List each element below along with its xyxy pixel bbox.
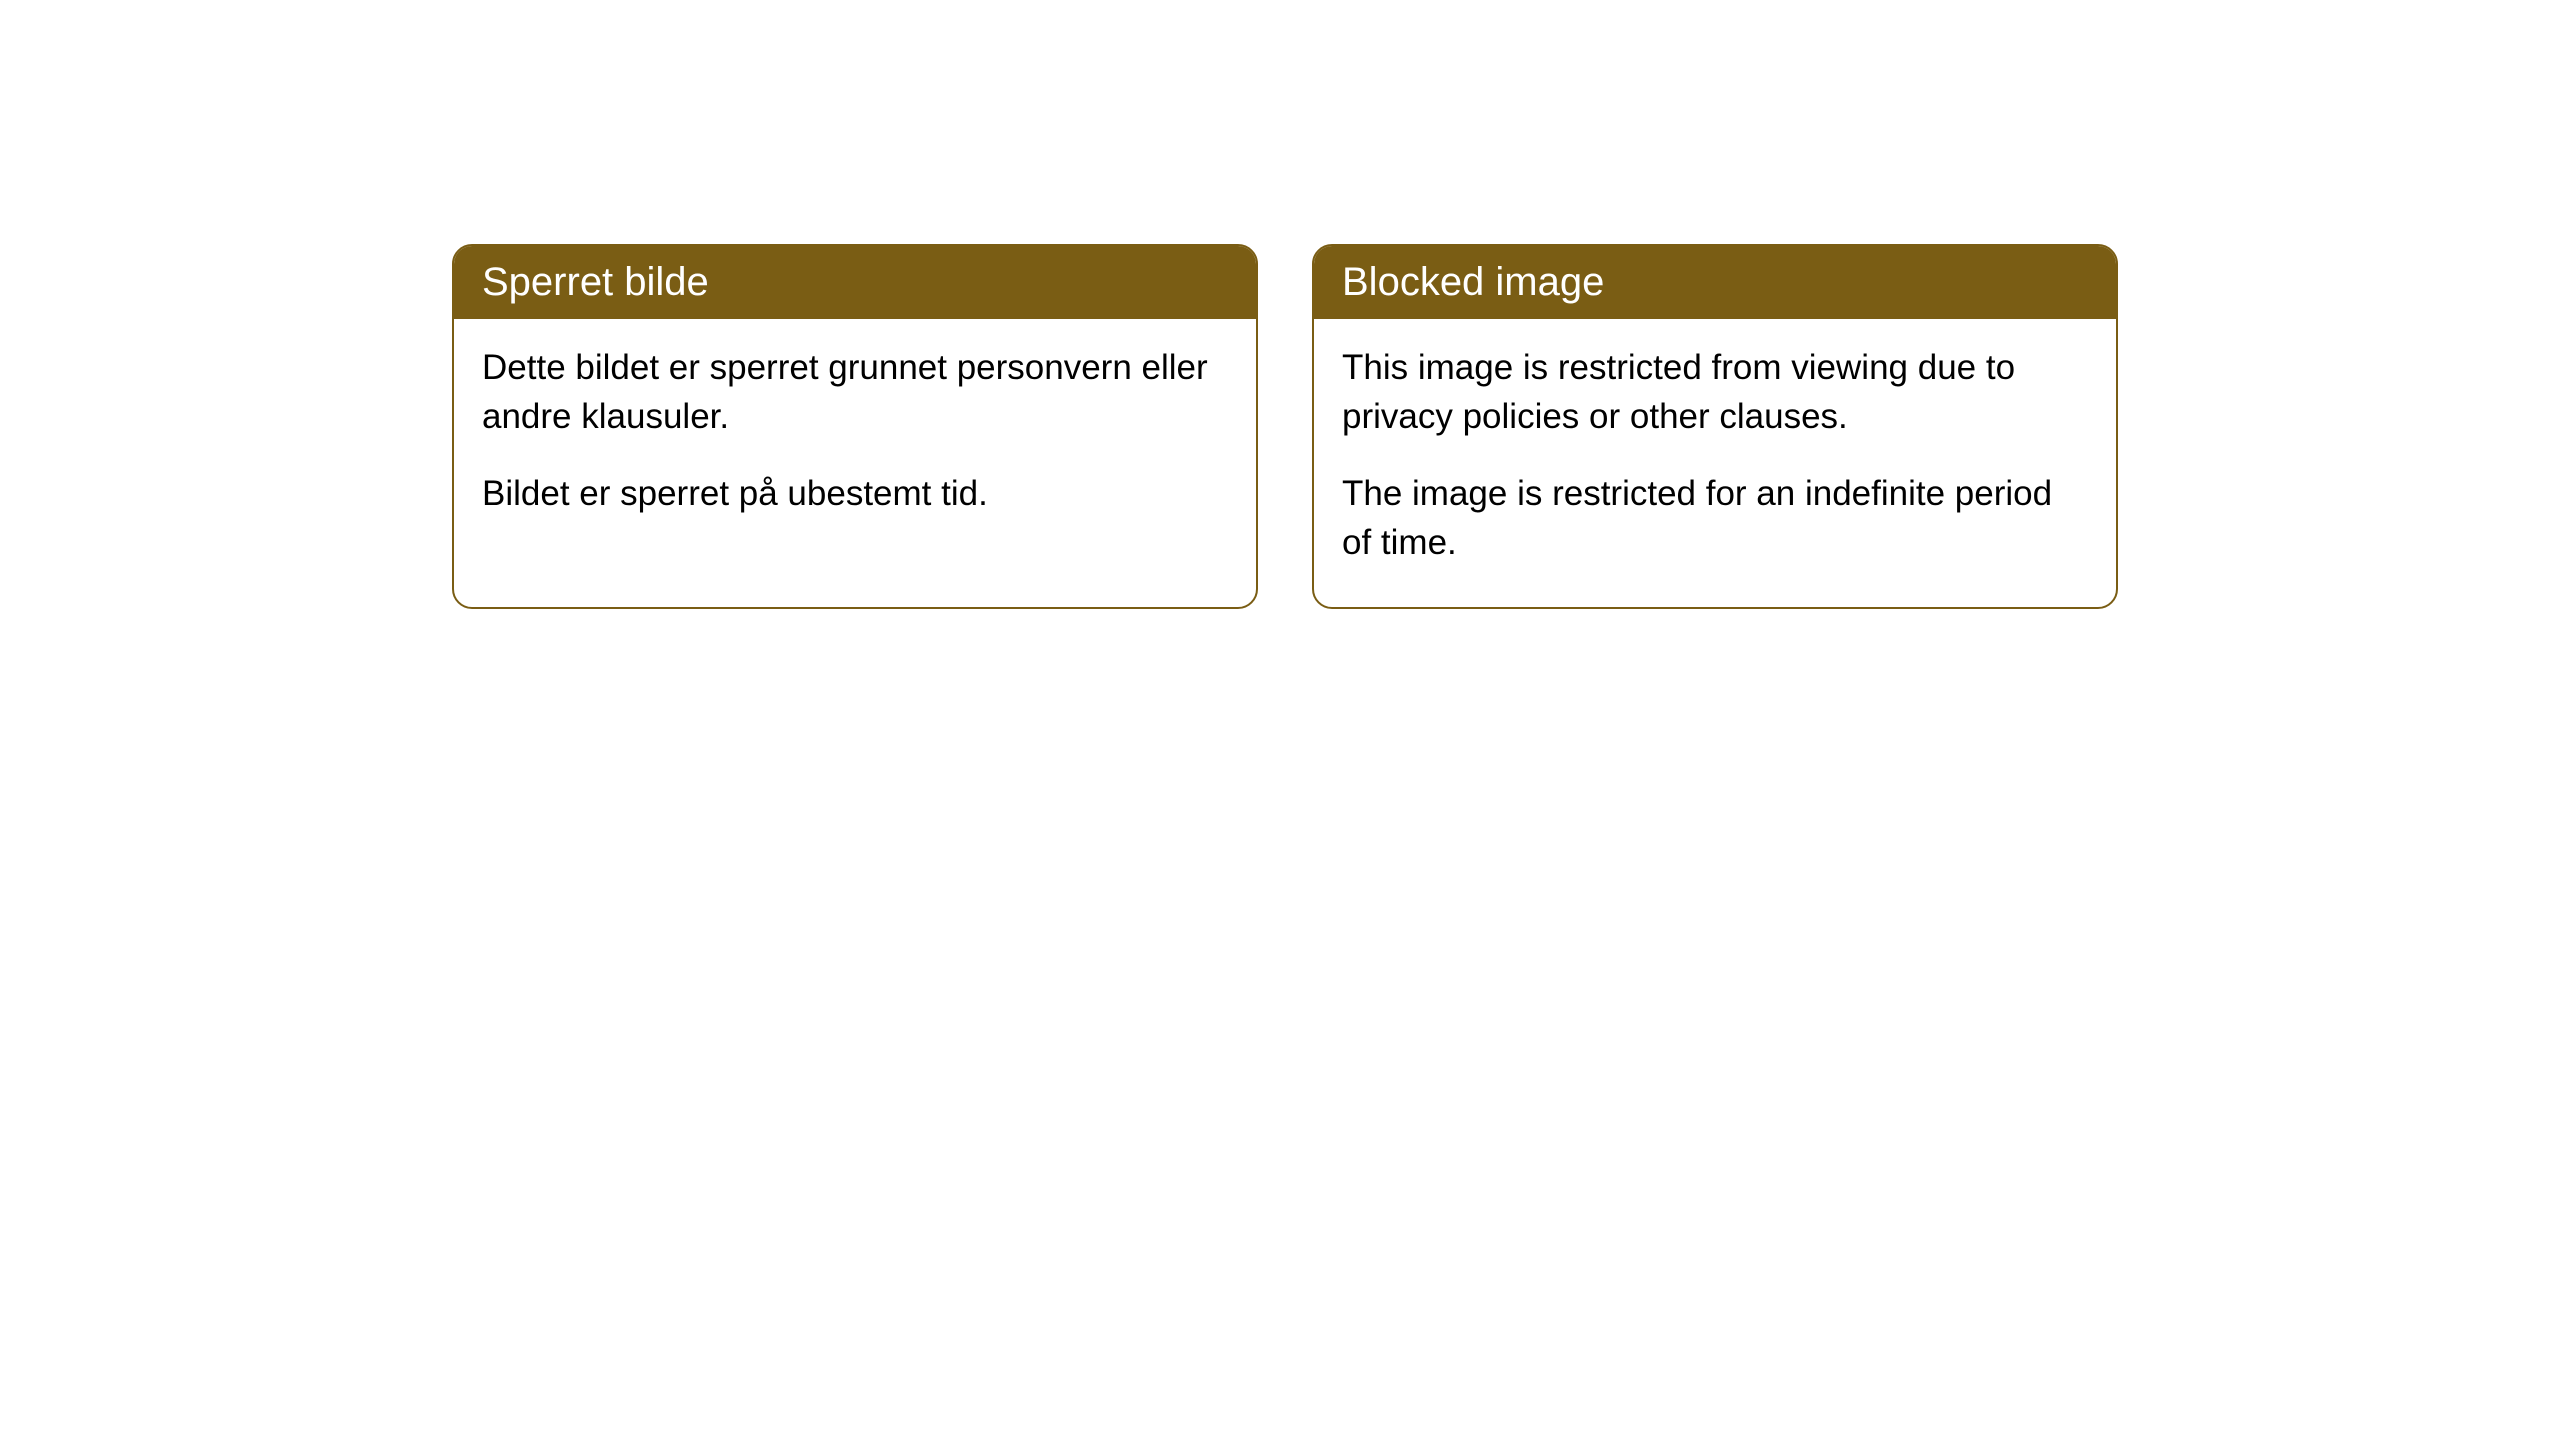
card-paragraph: This image is restricted from viewing du… (1342, 343, 2088, 441)
card-paragraph: Bildet er sperret på ubestemt tid. (482, 469, 1228, 518)
card-title: Sperret bilde (482, 260, 709, 304)
notice-card-english: Blocked image This image is restricted f… (1312, 244, 2118, 609)
notice-card-norwegian: Sperret bilde Dette bildet er sperret gr… (452, 244, 1258, 609)
card-body: This image is restricted from viewing du… (1314, 319, 2116, 607)
card-header: Blocked image (1314, 246, 2116, 319)
card-body: Dette bildet er sperret grunnet personve… (454, 319, 1256, 558)
card-paragraph: Dette bildet er sperret grunnet personve… (482, 343, 1228, 441)
card-header: Sperret bilde (454, 246, 1256, 319)
notice-cards-container: Sperret bilde Dette bildet er sperret gr… (0, 0, 2560, 609)
card-paragraph: The image is restricted for an indefinit… (1342, 469, 2088, 567)
card-title: Blocked image (1342, 260, 1604, 304)
